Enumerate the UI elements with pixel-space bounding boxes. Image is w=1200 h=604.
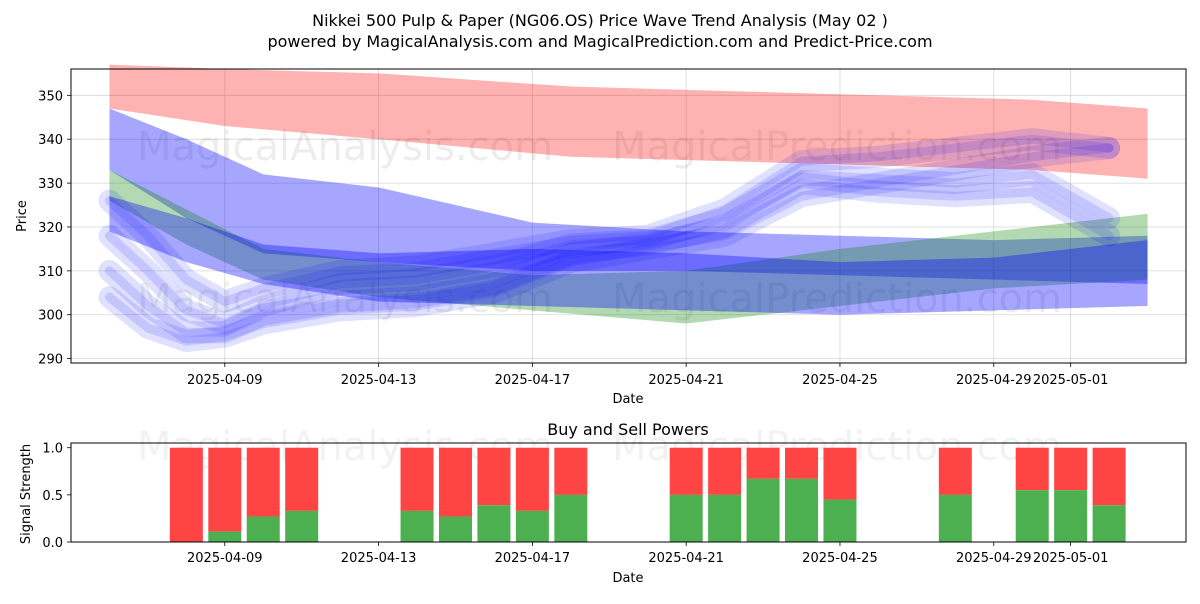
- bottom-y-axis-label: Signal Strength: [19, 444, 34, 544]
- wave-path-0: [98, 172, 1121, 344]
- bottom-y-tick-label: 0.5: [42, 489, 63, 504]
- wave-path-core-3: [104, 143, 1114, 346]
- buy-bar: [746, 478, 780, 542]
- sell-bar: [669, 447, 703, 495]
- buy-bar: [208, 531, 242, 542]
- bottom-x-tick-label: 2025-04-29: [956, 551, 1032, 566]
- top-y-tick-label: 330: [38, 177, 63, 192]
- band-blue-lower-trend: [109, 196, 1148, 315]
- sell-bar: [1092, 447, 1126, 506]
- sell-bar: [400, 447, 434, 511]
- top-x-tick-label: 2025-05-01: [1033, 373, 1109, 388]
- sell-bar: [438, 447, 472, 517]
- watermark-text: MagicalAnalysis.com: [137, 124, 553, 170]
- bottom-x-tick-label: 2025-04-21: [648, 551, 724, 566]
- band-green-trend: [109, 169, 1148, 324]
- sell-bar: [285, 447, 319, 511]
- sell-bar: [785, 447, 819, 479]
- buy-bar: [1054, 490, 1088, 542]
- wave-path-core-2: [104, 134, 1114, 307]
- bottom-y-tick-label: 1.0: [42, 442, 63, 457]
- band-red-upper-band: [109, 64, 1148, 179]
- top-x-tick-label: 2025-04-25: [802, 373, 878, 388]
- sell-bar: [169, 447, 203, 542]
- top-x-tick-label: 2025-04-13: [341, 373, 417, 388]
- wave-path-3: [98, 136, 1121, 353]
- bottom-x-tick-label: 2025-05-01: [1033, 551, 1109, 566]
- sell-bar: [246, 447, 280, 517]
- sell-bar: [515, 447, 549, 511]
- sell-bar: [823, 447, 857, 500]
- sell-bar: [708, 447, 742, 495]
- chart-title-line2: powered by MagicalAnalysis.com and Magic…: [267, 32, 932, 51]
- top-x-tick-label: 2025-04-17: [495, 373, 571, 388]
- buy-bar: [1015, 490, 1049, 542]
- band-blue-upper-trend: [109, 108, 1148, 285]
- sell-bar: [1054, 447, 1088, 491]
- sell-bar: [746, 447, 780, 479]
- buy-bar: [246, 516, 280, 542]
- buy-bar: [785, 478, 819, 542]
- top-y-tick-label: 300: [38, 309, 63, 324]
- bottom-x-axis-label: Date: [612, 571, 643, 586]
- buy-bar: [400, 510, 434, 542]
- buy-bar: [554, 494, 588, 542]
- sell-bar: [208, 447, 242, 532]
- chart-title-line1: Nikkei 500 Pulp & Paper (NG06.OS) Price …: [312, 11, 888, 30]
- wave-path-1: [98, 163, 1121, 335]
- top-y-tick-label: 320: [38, 221, 63, 236]
- wave-path-2: [98, 128, 1121, 313]
- top-y-tick-label: 340: [38, 133, 63, 148]
- buy-bar: [708, 494, 742, 542]
- top-axes-frame: [70, 68, 1187, 364]
- top-y-tick-label: 350: [38, 89, 63, 104]
- signal-panel: MagicalAnalysis.com MagicalPrediction.com…: [42, 424, 1187, 566]
- buy-bar: [823, 499, 857, 542]
- bottom-y-tick-label: 0.0: [42, 536, 63, 551]
- buy-bar: [438, 516, 472, 542]
- buy-bar: [477, 505, 511, 542]
- sell-bar: [477, 447, 511, 506]
- watermark-text: MagicalAnalysis.com: [137, 276, 553, 322]
- watermark-text: MagicalPrediction.com: [612, 124, 1062, 170]
- top-x-tick-label: 2025-04-21: [648, 373, 724, 388]
- bottom-axes-frame: [70, 442, 1187, 543]
- wave-path-core-0: [104, 178, 1114, 337]
- bottom-x-tick-label: 2025-04-25: [802, 551, 878, 566]
- watermark-text: MagicalPrediction.com: [612, 276, 1062, 322]
- price-panel: MagicalAnalysis.com MagicalPrediction.com…: [38, 64, 1187, 388]
- top-x-axis-label: Date: [612, 392, 643, 407]
- bottom-x-tick-label: 2025-04-09: [187, 551, 263, 566]
- top-x-tick-label: 2025-04-09: [187, 373, 263, 388]
- sell-bar: [938, 447, 972, 495]
- buy-bar: [669, 494, 703, 542]
- buy-bar: [515, 510, 549, 542]
- top-y-tick-label: 290: [38, 353, 63, 368]
- sell-bar: [1015, 447, 1049, 491]
- buy-bar: [285, 510, 319, 542]
- bottom-x-tick-label: 2025-04-17: [495, 551, 571, 566]
- top-y-axis-label: Price: [15, 200, 30, 232]
- buy-bar: [938, 494, 972, 542]
- buy-bar: [1092, 505, 1126, 542]
- bottom-x-tick-label: 2025-04-13: [341, 551, 417, 566]
- top-y-tick-label: 310: [38, 265, 63, 280]
- top-x-tick-label: 2025-04-29: [956, 373, 1032, 388]
- bottom-chart-title: Buy and Sell Powers: [547, 420, 709, 439]
- wave-path-core-1: [104, 169, 1114, 329]
- sell-bar: [554, 447, 588, 495]
